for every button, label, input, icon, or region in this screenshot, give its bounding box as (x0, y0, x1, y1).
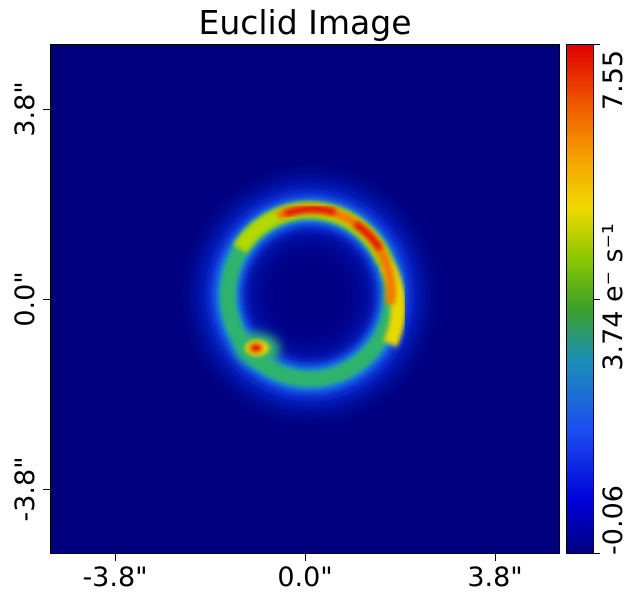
euclid-image-panel (50, 44, 560, 554)
x-tick-mark (495, 554, 496, 561)
x-tick-mark (115, 554, 116, 561)
y-tick-label: -3.8" (10, 456, 41, 522)
lensed-ring (205, 188, 415, 402)
x-tick-label: 0.0" (277, 562, 333, 593)
y-tick-label: 3.8" (10, 81, 41, 137)
colorbar-tick-mark (594, 44, 600, 45)
y-tick-mark (43, 109, 50, 110)
colorbar-max-label: 7.55 (598, 49, 629, 111)
y-tick-mark (43, 299, 50, 300)
colorbar-mid-value: 3.74 (598, 310, 629, 371)
counter-image-blob (236, 333, 280, 365)
colorbar (566, 44, 594, 554)
colorbar-tick-mark (594, 299, 600, 300)
colorbar-mid-label: 3.74 e⁻ s⁻¹ (598, 223, 629, 371)
y-tick-label: 0.0" (10, 271, 41, 327)
image-title: Euclid Image (198, 3, 412, 42)
x-tick-label: -3.8" (82, 562, 148, 593)
colorbar-tick-mark (594, 553, 600, 554)
x-tick-label: 3.8" (467, 562, 523, 593)
colorbar-unit-label: e⁻ s⁻¹ (598, 223, 629, 302)
colorbar-min-label: -0.06 (598, 485, 629, 555)
y-tick-mark (43, 489, 50, 490)
x-tick-mark (305, 554, 306, 561)
